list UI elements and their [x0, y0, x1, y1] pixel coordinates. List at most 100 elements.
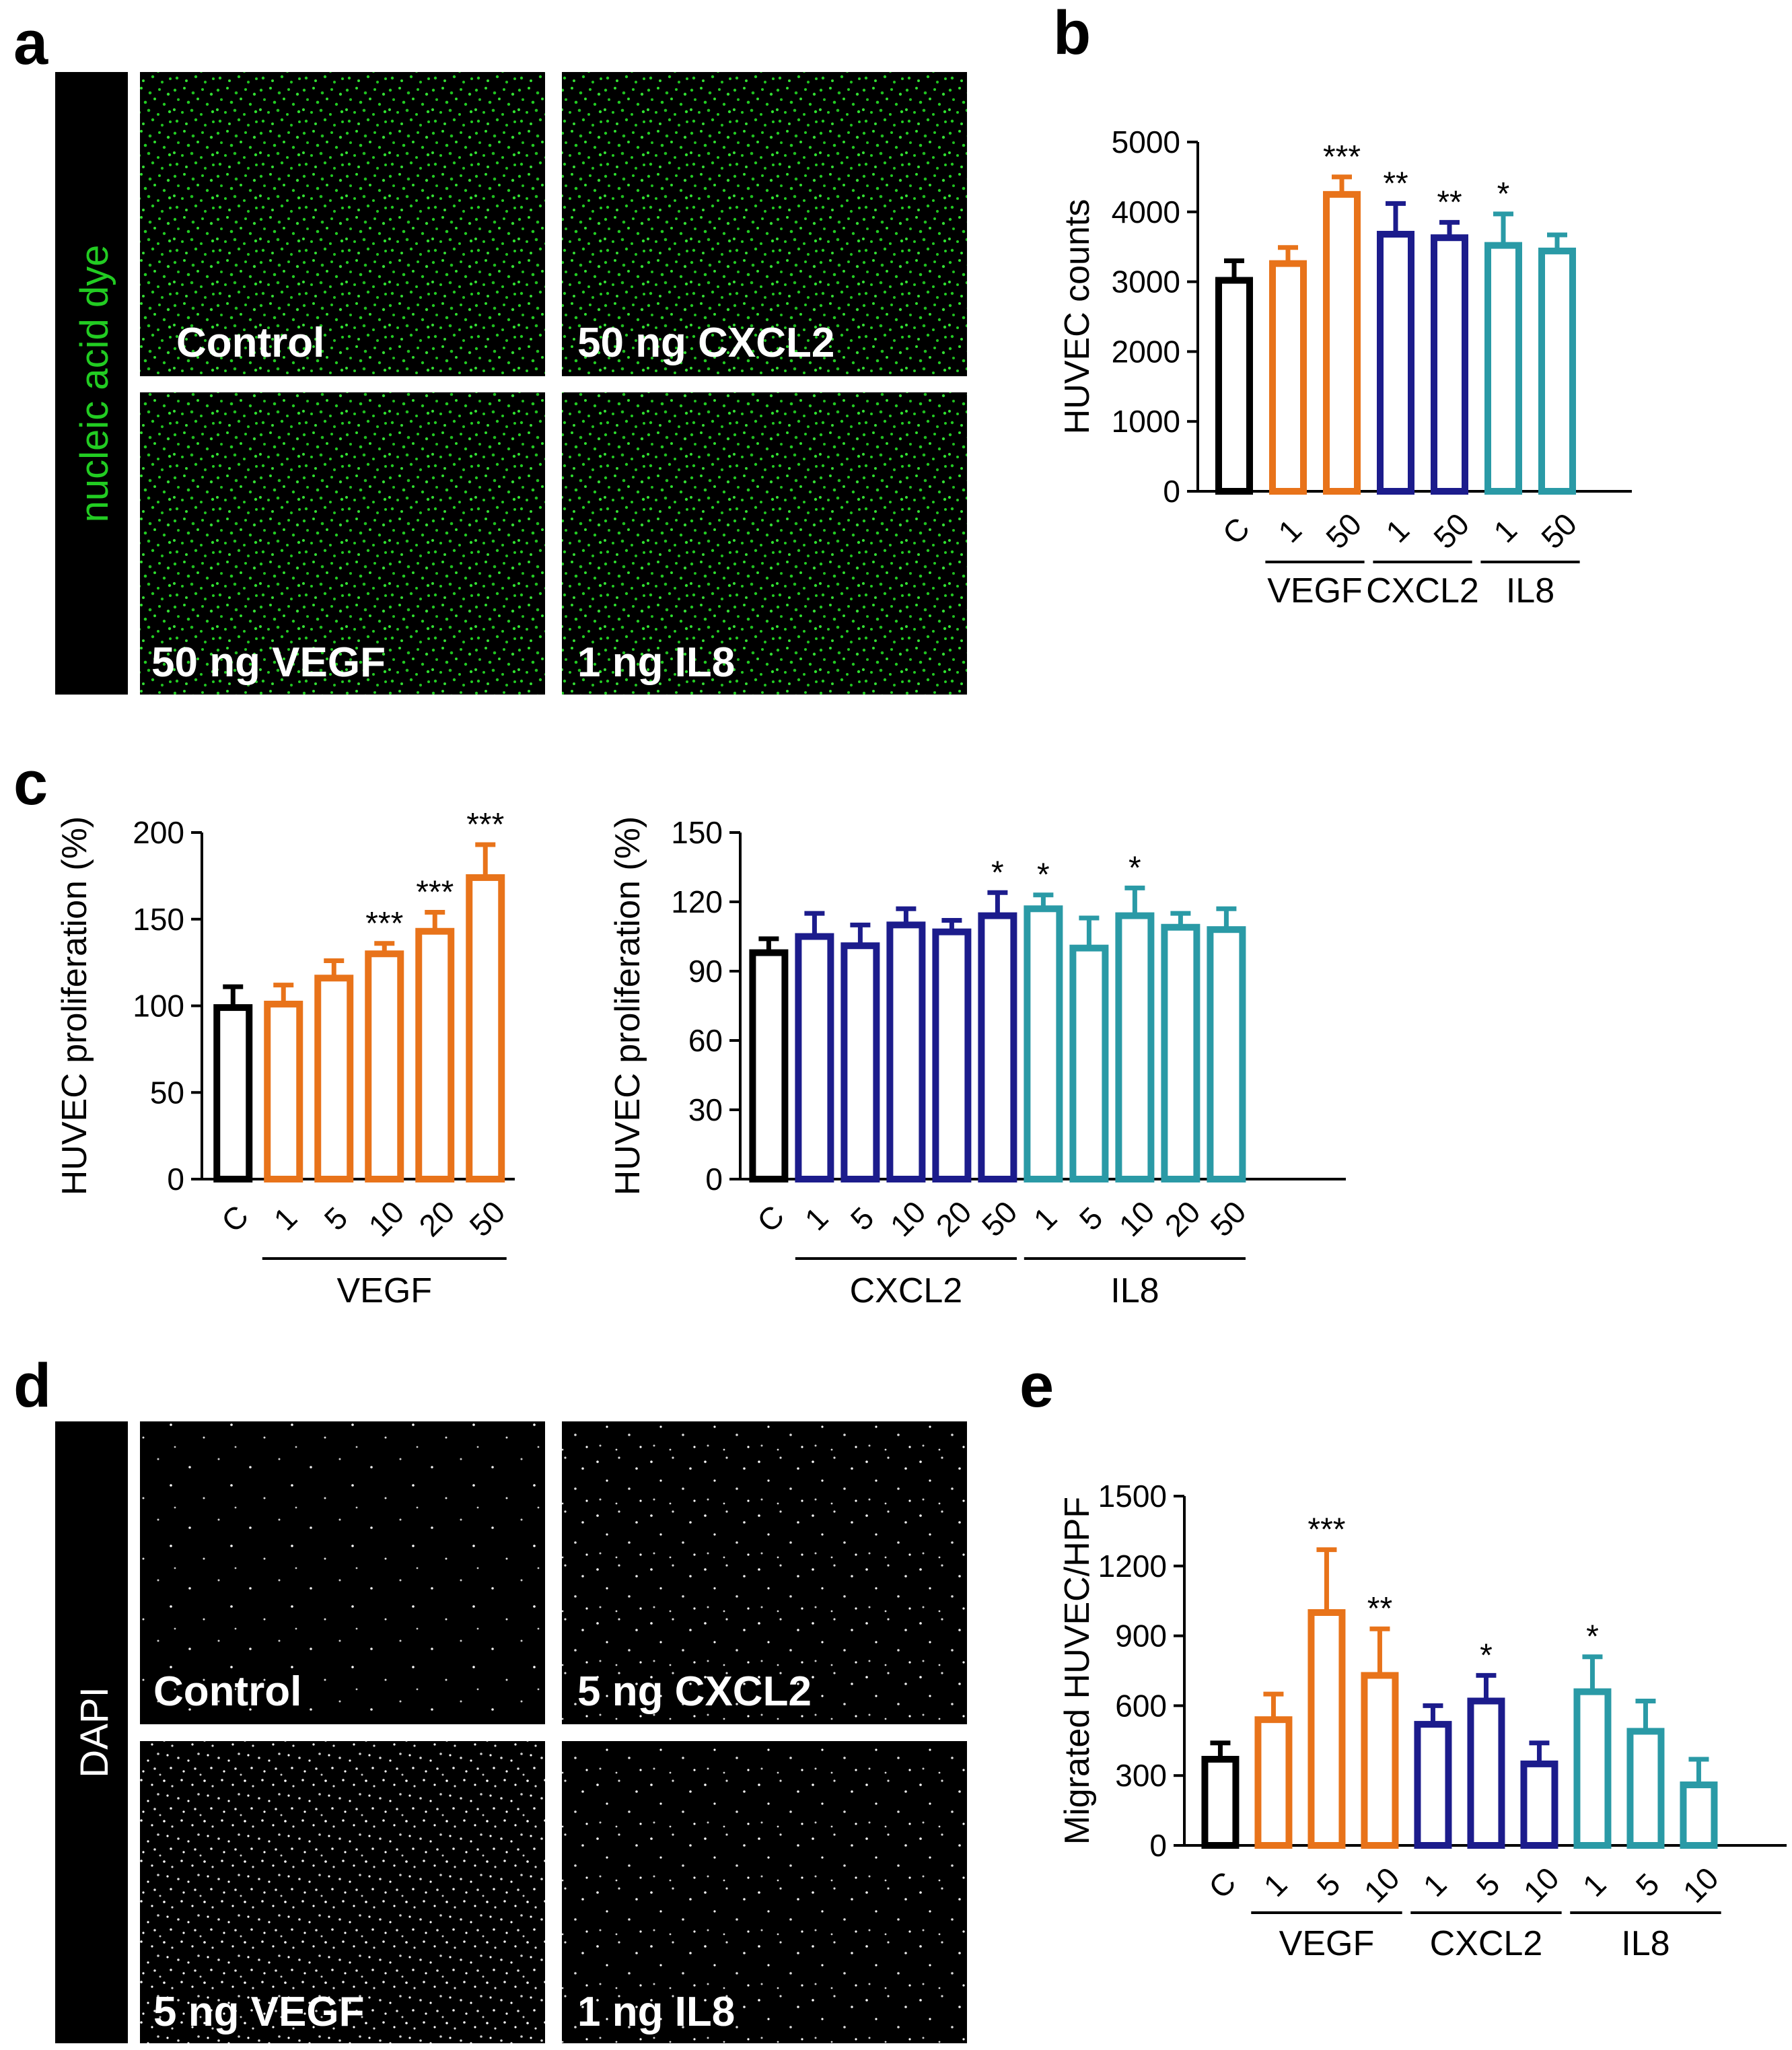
y-axis-label: HUVEC proliferation (%): [55, 816, 94, 1196]
bar: [795, 933, 834, 1182]
x-tick-label: 5: [1629, 1866, 1666, 1903]
y-tick-label: 30: [688, 1092, 723, 1127]
x-tick-label: 1: [1027, 1200, 1064, 1237]
significance-label: ***: [416, 874, 454, 910]
x-tick-label: 1: [1486, 512, 1524, 549]
bar: [978, 912, 1017, 1182]
significance-label: *: [1128, 850, 1141, 886]
stain-label-bar: [55, 72, 128, 695]
y-tick-label: 1500: [1098, 1479, 1167, 1514]
x-tick-label: C: [1202, 1865, 1242, 1905]
group-label: CXCL2: [1430, 1924, 1543, 1963]
y-tick-label: 1200: [1098, 1549, 1167, 1584]
x-tick-label: 20: [412, 1194, 461, 1243]
micrograph-vegf: [140, 392, 545, 695]
bar: [1323, 190, 1361, 495]
micrograph-cxcl2: [562, 1421, 967, 1724]
bar: [415, 927, 455, 1183]
y-tick-label: 900: [1115, 1619, 1167, 1654]
y-tick-label: 3000: [1112, 264, 1180, 299]
x-tick-label: 1: [1257, 1866, 1294, 1903]
x-tick-label: 1: [1379, 512, 1416, 549]
x-tick-label: 1: [267, 1200, 304, 1237]
y-tick-label: 100: [133, 989, 184, 1024]
micrograph-il8: [562, 1741, 967, 2043]
significance-label: **: [1437, 184, 1462, 220]
bar: [1307, 1609, 1346, 1849]
x-tick-label: 1: [1576, 1866, 1613, 1903]
bar: [1484, 242, 1522, 495]
y-tick-label: 0: [705, 1162, 723, 1197]
bar: [932, 928, 972, 1182]
y-tick-label: 1000: [1112, 404, 1180, 439]
x-tick-label: 50: [462, 1194, 511, 1243]
micrograph-label: 1 ng IL8: [577, 1989, 735, 2035]
bar: [365, 950, 404, 1182]
significance-label: *: [1037, 857, 1050, 893]
bar: [1626, 1728, 1665, 1849]
panel-letter-a: a: [13, 9, 48, 77]
significance-label: *: [1586, 1619, 1599, 1655]
y-tick-label: 2000: [1112, 334, 1180, 369]
significance-label: ***: [1307, 1512, 1345, 1548]
micrograph-label: 5 ng VEGF: [153, 1989, 364, 2035]
x-tick-label: 10: [1676, 1860, 1725, 1909]
micrograph-vegf: [140, 1741, 545, 2043]
group-label: IL8: [1621, 1924, 1670, 1963]
panel-letter-c: c: [13, 749, 48, 818]
bar: [1024, 905, 1063, 1183]
bar: [840, 942, 880, 1182]
x-tick-label: C: [215, 1199, 255, 1239]
x-tick-label: C: [750, 1199, 791, 1239]
micrograph-cxcl2: [562, 72, 967, 376]
panel-letter-b: b: [1053, 0, 1091, 67]
bar: [1069, 944, 1109, 1182]
x-tick-label: 20: [1158, 1194, 1207, 1243]
group-label: IL8: [1110, 1271, 1159, 1310]
bar: [1161, 923, 1200, 1183]
panel-a: nucleic acid dye Control 50 ng CXCL2 50 …: [55, 72, 967, 695]
y-tick-label: 300: [1115, 1758, 1167, 1793]
bar: [1269, 260, 1307, 495]
x-tick-label: 10: [1112, 1194, 1161, 1243]
y-axis-label: Migrated HUVEC/HPF: [1058, 1497, 1097, 1845]
group-label: IL8: [1506, 571, 1554, 610]
x-tick-label: 5: [1470, 1866, 1507, 1903]
bar: [886, 921, 926, 1183]
x-tick-label: 50: [975, 1194, 1024, 1243]
panel-letter-d: d: [13, 1351, 51, 1420]
x-tick-label: 10: [361, 1194, 410, 1243]
bar: [1207, 926, 1246, 1182]
bar: [1538, 247, 1576, 495]
y-tick-label: 600: [1115, 1688, 1167, 1723]
x-tick-label: C: [1216, 511, 1256, 551]
bar: [314, 975, 354, 1183]
x-tick-label: 10: [884, 1194, 933, 1243]
bar: [1520, 1760, 1558, 1849]
x-tick-label: 5: [844, 1200, 881, 1237]
bar: [1467, 1697, 1505, 1849]
bar: [1431, 234, 1468, 495]
y-tick-label: 5000: [1112, 125, 1180, 160]
micrograph-il8: [562, 392, 967, 695]
micrograph-control: [140, 72, 545, 376]
micrograph-label: 50 ng CXCL2: [577, 320, 834, 366]
bar: [264, 1000, 303, 1183]
bar: [1201, 1755, 1240, 1849]
bar: [1254, 1716, 1293, 1849]
significance-label: ***: [1323, 139, 1361, 175]
bar: [1680, 1781, 1718, 1849]
micrograph-label: Control: [153, 1668, 301, 1715]
x-tick-label: 20: [929, 1194, 978, 1243]
y-tick-label: 150: [671, 815, 723, 850]
significance-label: *: [991, 855, 1004, 890]
group-label: CXCL2: [1366, 571, 1479, 610]
micrograph-label: 50 ng VEGF: [151, 639, 386, 686]
significance-label: *: [1480, 1637, 1493, 1673]
x-tick-label: 1: [1271, 512, 1308, 549]
y-axis-label: HUVEC proliferation (%): [608, 816, 647, 1196]
y-tick-label: 0: [1149, 1828, 1167, 1863]
stain-label: nucleic acid dye: [73, 245, 116, 523]
